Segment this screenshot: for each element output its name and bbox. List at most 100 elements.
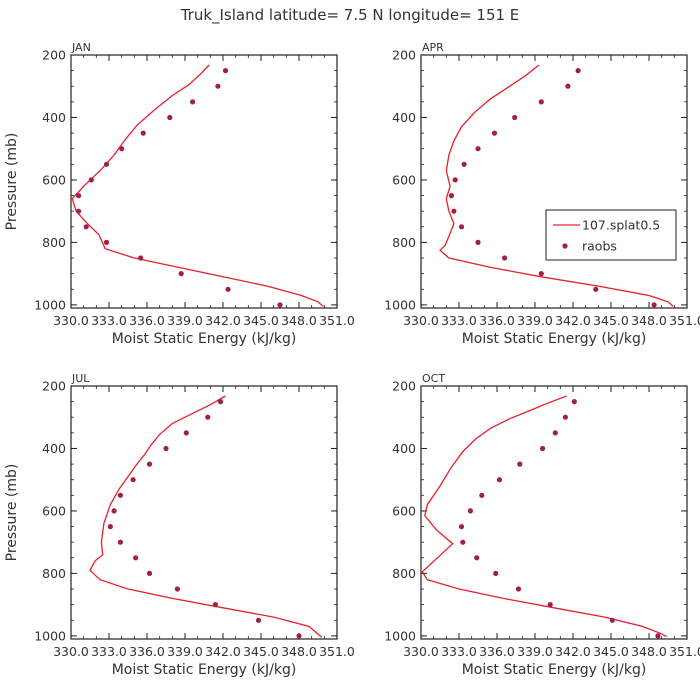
data-point-raobs: [76, 193, 82, 199]
data-point-raobs: [88, 177, 94, 183]
data-point-raobs: [76, 208, 82, 214]
series-line-model: [89, 395, 323, 638]
data-point-raobs: [205, 414, 211, 420]
y-tick-label: 400: [392, 441, 416, 456]
series-line-model: [439, 64, 674, 307]
data-point-raobs: [461, 161, 467, 167]
x-tick-label: 351.0: [669, 313, 700, 328]
data-point-raobs: [183, 430, 189, 436]
y-tick-label: 1000: [34, 297, 66, 312]
y-tick-label: 600: [392, 172, 416, 187]
data-point-raobs: [479, 492, 485, 498]
y-tick-label: 1000: [384, 297, 416, 312]
data-point-raobs: [117, 492, 123, 498]
x-tick-label: 342.0: [555, 313, 591, 328]
x-tick-label: 342.0: [205, 644, 241, 659]
data-point-raobs: [651, 302, 657, 308]
data-point-raobs: [296, 633, 302, 639]
panel-label: APR: [422, 41, 444, 54]
data-point-raobs: [146, 570, 153, 577]
y-tick-label: 800: [42, 235, 66, 250]
data-point-raobs: [130, 477, 136, 483]
data-point-raobs: [540, 445, 546, 452]
y-tick-label: 200: [42, 48, 66, 63]
data-point-raobs: [460, 539, 466, 545]
plot-frame: [70, 54, 338, 309]
panel-jan: JAN 330.0 333.0 336.0 339.0 342.0 345.0 348.0 35…: [4, 41, 355, 347]
y-tick-label: 800: [42, 566, 66, 581]
x-tick-label: 336.0: [479, 644, 515, 659]
y-tick-label: 600: [392, 503, 416, 518]
series-line-model: [421, 395, 667, 638]
data-point-raobs: [571, 399, 577, 405]
y-tick-label: 200: [42, 379, 66, 394]
data-point-raobs: [452, 177, 458, 183]
x-tick-label: 330.0: [403, 644, 439, 659]
y-tick-label: 400: [392, 110, 416, 125]
panel-label: JAN: [71, 41, 91, 54]
x-tick-label: 345.0: [593, 644, 629, 659]
x-axis-label: Moist Static Energy (kJ/kg): [112, 331, 297, 347]
x-tick-label: 330.0: [53, 644, 89, 659]
legend: 107.splat0.5 raobs: [545, 209, 677, 261]
data-point-raobs: [174, 586, 180, 592]
x-tick-label: 342.0: [555, 644, 591, 659]
data-point-raobs: [565, 83, 571, 89]
x-tick-label: 333.0: [91, 644, 127, 659]
data-point-raobs: [474, 555, 480, 561]
y-tick-label: 600: [42, 503, 66, 518]
x-tick-label: 348.0: [281, 313, 317, 328]
data-point-raobs: [133, 555, 139, 561]
data-point-raobs: [475, 146, 481, 152]
x-tick-label: 348.0: [631, 644, 667, 659]
data-point-raobs: [103, 161, 110, 167]
series-line-model: [71, 64, 324, 307]
data-point-raobs: [547, 602, 553, 608]
data-point-raobs: [146, 461, 153, 467]
x-tick-label: 342.0: [205, 313, 241, 328]
x-axis-label: Moist Static Energy (kJ/kg): [112, 662, 297, 678]
data-point-raobs: [255, 617, 262, 623]
data-point-raobs: [493, 570, 499, 577]
data-point-raobs: [655, 633, 661, 639]
data-point-raobs: [593, 286, 599, 292]
x-tick-label: 336.0: [129, 644, 165, 659]
data-point-raobs: [502, 255, 508, 261]
data-point-raobs: [222, 68, 229, 74]
data-point-raobs: [83, 224, 89, 230]
data-point-raobs: [212, 602, 218, 608]
data-point-raobs: [190, 99, 196, 105]
data-point-raobs: [458, 224, 465, 230]
data-point-raobs: [515, 586, 522, 592]
legend-box: [545, 209, 677, 261]
data-point-raobs: [552, 430, 558, 436]
data-point-raobs: [451, 208, 457, 214]
plot-frame: [420, 385, 688, 640]
data-point-raobs: [111, 508, 117, 514]
data-point-raobs: [277, 302, 283, 308]
x-tick-label: 339.0: [167, 313, 203, 328]
x-tick-label: 333.0: [91, 313, 127, 328]
data-point-raobs: [119, 146, 125, 152]
data-point-raobs: [138, 255, 144, 261]
data-point-raobs: [496, 477, 503, 483]
data-point-raobs: [215, 83, 221, 89]
x-tick-label: 345.0: [243, 644, 279, 659]
legend-label-raobs: raobs: [582, 239, 617, 254]
y-tick-label: 200: [392, 379, 416, 394]
data-point-raobs: [475, 239, 481, 245]
y-tick-label: 400: [42, 441, 66, 456]
data-point-raobs: [178, 271, 184, 277]
x-tick-label: 336.0: [479, 313, 515, 328]
x-tick-label: 330.0: [403, 313, 439, 328]
y-axis-label: Pressure (mb): [4, 133, 20, 231]
legend-label-model: 107.splat0.5: [582, 218, 660, 233]
x-tick-label: 339.0: [167, 644, 203, 659]
data-point-raobs: [217, 399, 224, 405]
x-tick-label: 339.0: [517, 644, 553, 659]
y-tick-label: 800: [392, 235, 416, 250]
x-tick-label: 351.0: [319, 644, 355, 659]
data-point-raobs: [225, 286, 231, 292]
y-axis-label: Pressure (mb): [4, 464, 20, 562]
